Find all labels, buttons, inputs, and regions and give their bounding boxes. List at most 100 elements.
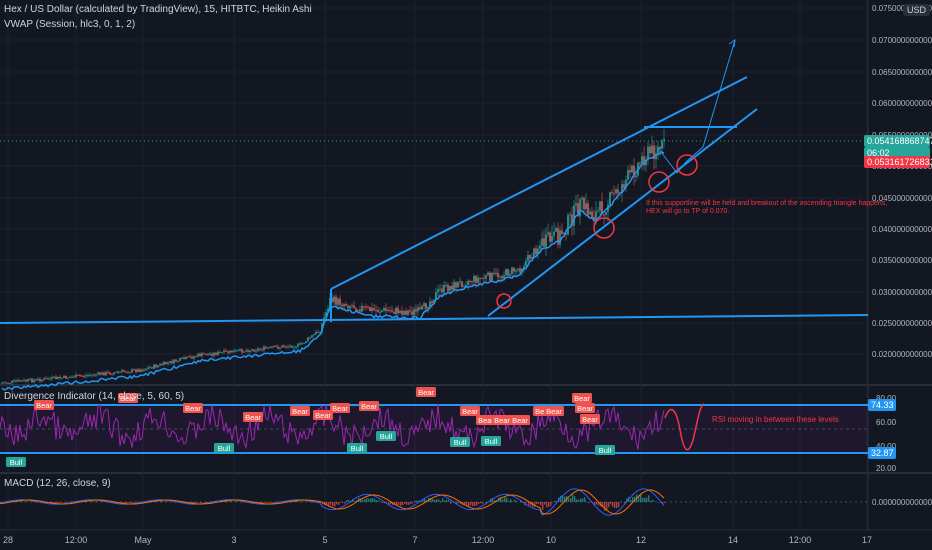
candle-body (125, 371, 127, 373)
price-axis[interactable]: 0.075000000000 0.070000000000 0.0650000000… (872, 4, 932, 359)
macd-bar (640, 493, 642, 502)
candle-body (267, 347, 269, 349)
candle-body (151, 367, 153, 369)
candle-body (627, 170, 629, 180)
macd-bar (404, 502, 406, 504)
macd-bar (534, 502, 536, 508)
circle-marker[interactable] (496, 293, 512, 309)
candle-body (183, 357, 185, 360)
candle-body (491, 272, 493, 281)
candle-body (245, 350, 247, 352)
candle-body (319, 331, 321, 333)
candle-body (479, 277, 481, 279)
bull-label: Bull (6, 457, 26, 467)
macd-bar (432, 498, 434, 502)
candle-body (205, 354, 207, 356)
support-horizontal-line[interactable] (0, 314, 869, 324)
macd-bar (182, 502, 184, 504)
candle-body (61, 377, 63, 379)
candle-body (235, 350, 237, 352)
candle-body (591, 211, 593, 217)
candle-body (481, 277, 483, 279)
candle-body (101, 372, 103, 375)
circle-marker[interactable] (593, 217, 615, 239)
macd-bar (580, 498, 582, 502)
projection-path[interactable] (657, 39, 736, 174)
candle-body (161, 363, 163, 365)
time-axis[interactable]: 28 12:00 May 3 5 7 12:00 10 12 14 12:00 17 (3, 535, 872, 545)
macd-bar (564, 496, 566, 502)
divergence-legend[interactable]: Divergence Indicator (14, close, 5, 60, … (4, 391, 185, 402)
vwap-legend[interactable]: VWAP (Session, hlc3, 0, 1, 2) (4, 19, 136, 30)
candle-body (89, 375, 91, 377)
candle-body (159, 363, 161, 366)
candle-body (595, 211, 597, 221)
macd-bar (598, 502, 600, 506)
label-box (492, 415, 512, 425)
candle-body (587, 203, 589, 215)
candle-body (397, 307, 399, 314)
triangle-note-line2[interactable]: HEX will go to TP of 0.070. (646, 208, 729, 215)
candle-body (65, 375, 67, 379)
macd-bar (474, 502, 476, 507)
ascending-support-line[interactable] (487, 108, 758, 317)
macd-bar (262, 502, 264, 504)
label-text: Bear (577, 404, 593, 413)
triangle-note-line1[interactable]: If this supportline will be held and bre… (646, 200, 887, 207)
macd-bar (394, 502, 396, 505)
macd-bar (574, 496, 576, 502)
drawing-tools[interactable] (0, 38, 869, 324)
price-tick: 0.020000000000 (872, 350, 932, 359)
macd-bar (520, 500, 522, 502)
rsi-note[interactable]: RSI moving in between these levels (712, 415, 839, 424)
macd-bar (286, 501, 288, 502)
candle-body (641, 156, 643, 164)
candle-body (547, 232, 549, 235)
currency-button[interactable]: USD (902, 4, 930, 16)
macd-bar (414, 500, 416, 502)
candle-body (565, 232, 567, 235)
macd-bar (160, 500, 162, 502)
macd-bar (52, 502, 54, 503)
highlight-circles[interactable] (496, 154, 698, 309)
candle-body (539, 245, 541, 249)
macd-bar (360, 498, 362, 502)
circle-marker[interactable] (648, 171, 670, 193)
rsi-upper-level-label: 74.33 (868, 399, 896, 411)
candle-body (415, 309, 417, 312)
time-tick: 12:00 (789, 535, 812, 545)
candle-body (43, 378, 45, 380)
candle-body (457, 282, 459, 288)
macd-legend[interactable]: MACD (12, 26, close, 9) (4, 478, 111, 489)
label-text: Bear (120, 394, 136, 403)
macd-bar (16, 501, 18, 502)
candle-body (31, 378, 33, 383)
macd-bar (436, 499, 438, 502)
macd-bar (442, 498, 444, 502)
macd-bar (56, 502, 58, 503)
channel-upper-line[interactable] (330, 76, 748, 290)
candle-body (585, 203, 587, 210)
circle-marker[interactable] (676, 154, 698, 176)
candle-body (279, 347, 281, 349)
candle-body (315, 331, 317, 335)
rsi-wave-drawing[interactable] (664, 403, 705, 451)
candle-body (87, 375, 89, 377)
label-text: Bear (36, 401, 52, 410)
candle-body (23, 379, 25, 381)
time-tick: 10 (546, 535, 556, 545)
macd-bar (550, 502, 552, 506)
candle-body (531, 256, 533, 259)
candle-body (499, 276, 501, 278)
candle-body (271, 346, 273, 348)
divergence-axis[interactable]: 80.00 60.00 40.00 20.00 (876, 394, 897, 473)
chart-title[interactable]: Hex / US Dollar (calculated by TradingVi… (4, 4, 312, 15)
macd-bar (658, 502, 660, 503)
macd-bar (646, 497, 648, 502)
candle-body (433, 299, 435, 304)
candle-body (629, 170, 631, 173)
candle-body (391, 310, 393, 313)
macd-bar (258, 502, 260, 503)
candle-body (541, 238, 543, 246)
